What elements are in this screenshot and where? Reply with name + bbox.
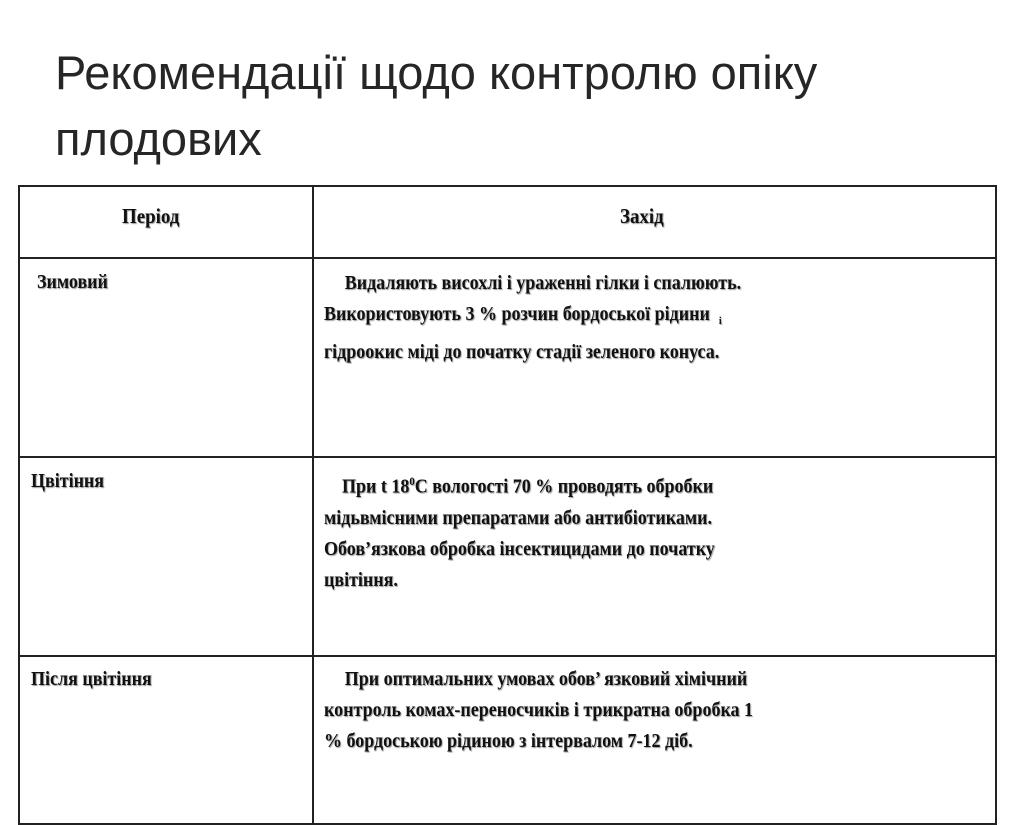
row-measure: При t 180С вологості 70 % проводять обро… bbox=[324, 466, 715, 596]
measure-text: При t 18 bbox=[342, 475, 410, 498]
measure-line: контроль комах-переносчиків і трикратна … bbox=[324, 699, 754, 721]
title-line-1: Рекомендації щодо контролю опіку bbox=[55, 46, 818, 99]
row-measure: Видаляють висохлі і ураженні гілки і спа… bbox=[324, 268, 741, 368]
measure-line: мідьвмісними препаратами або антибіотика… bbox=[324, 506, 712, 529]
column-divider bbox=[312, 187, 314, 823]
row-period: Цвітіння bbox=[31, 470, 105, 492]
row-period: Зимовий bbox=[37, 271, 108, 293]
header-period: Період bbox=[122, 204, 180, 228]
title-line-2: плодових bbox=[55, 112, 262, 165]
measure-text: С вологості 70 % проводять обробки bbox=[414, 475, 714, 498]
superscript: 0 bbox=[409, 474, 415, 488]
measure-line: Використовують 3 % розчин бордоської рід… bbox=[324, 303, 710, 325]
measure-line: цвітіння. bbox=[324, 568, 398, 591]
header-measure: Захід bbox=[620, 204, 664, 228]
measure-line: % бордоською рідиною з інтервалом 7-12 д… bbox=[324, 730, 693, 752]
row-measure: При оптимальних умовах обов’ язковий хім… bbox=[324, 664, 753, 757]
measure-line: Обов’язкова обробка інсектицидами до поч… bbox=[324, 537, 715, 560]
measure-line: Видаляють висохлі і ураженні гілки і спа… bbox=[344, 272, 742, 294]
row-period: Після цвітіння bbox=[31, 668, 152, 690]
row-divider bbox=[20, 655, 995, 657]
measure-mark: і bbox=[718, 315, 722, 327]
recommendations-table: Період Захід Зимовий Видаляють висохлі і… bbox=[18, 185, 997, 825]
measure-line: гідроокис міді до початку стадії зеленог… bbox=[324, 341, 720, 363]
slide-title: Рекомендації щодо контролю опіку плодови… bbox=[55, 40, 817, 172]
row-divider bbox=[20, 257, 995, 259]
row-divider bbox=[20, 456, 995, 458]
measure-line: При оптимальних умовах обов’ язковий хім… bbox=[344, 668, 748, 690]
